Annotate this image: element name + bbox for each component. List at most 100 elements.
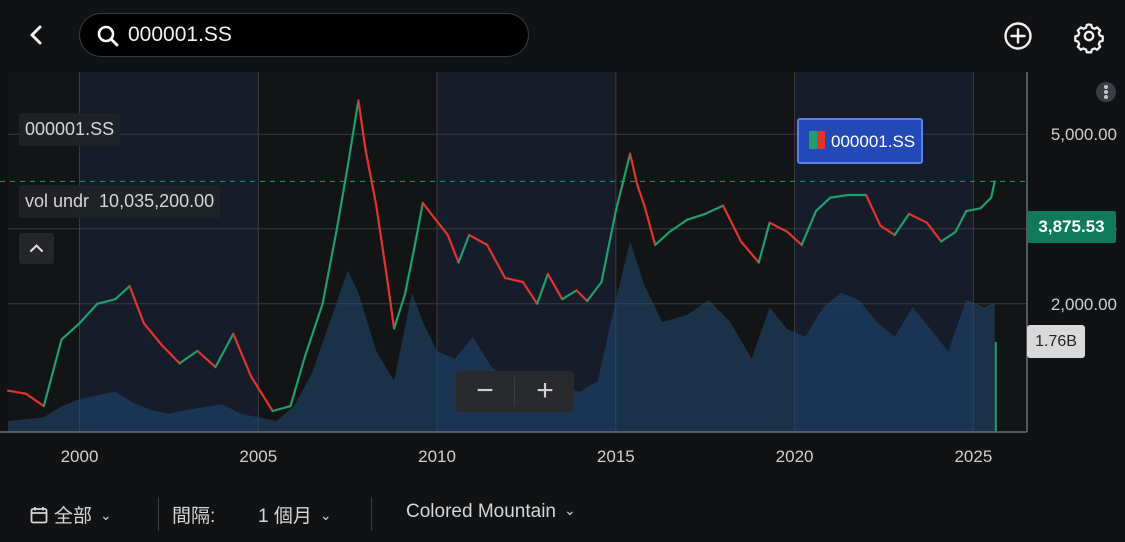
chevron-down-icon: ⌄ [563, 502, 576, 518]
price-segment [232, 332, 253, 378]
price-segment [521, 280, 539, 305]
x-tick-label: 2005 [239, 447, 277, 466]
price-segment [6, 389, 27, 395]
legend-symbol: 000001.SS [831, 132, 916, 151]
calendar-icon [30, 507, 48, 524]
price-segment [142, 322, 163, 347]
y-tick-label: 5,000.00 [1051, 125, 1117, 144]
price-segment [829, 193, 850, 199]
chevron-down-icon: ⌄ [100, 507, 112, 523]
range-selector[interactable]: 全部 ⌄ [30, 501, 112, 528]
price-segment [60, 322, 81, 341]
price-segment [561, 289, 578, 301]
price-chart[interactable]: 5,000.003,000.002,000.002000200520102015… [0, 72, 1125, 472]
price-segment [178, 349, 199, 365]
price-segment [214, 332, 235, 369]
price-segment [668, 218, 689, 233]
gear-icon[interactable] [1071, 18, 1107, 54]
price-segment [446, 233, 460, 264]
chevron-up-icon [30, 244, 43, 252]
symbol-label-text: 000001.SS [25, 119, 115, 139]
zoom-divider [514, 377, 515, 406]
price-segment [965, 207, 982, 213]
chevron-down-icon: ⌄ [319, 507, 332, 523]
chevron-left-icon[interactable] [20, 18, 54, 52]
interval-label: 間隔: [172, 506, 216, 527]
price-segment [864, 193, 882, 227]
x-tick-label: 2000 [61, 447, 99, 466]
price-segment [42, 338, 63, 408]
price-segment [925, 221, 943, 243]
price-segment [800, 210, 818, 246]
price-segment [628, 152, 639, 187]
price-segment [643, 204, 657, 246]
interval-value: 1 個月 [258, 506, 312, 527]
more-options-icon[interactable] [1096, 82, 1116, 102]
price-segment [893, 212, 911, 237]
series-legend-chip[interactable]: 000001.SS [797, 118, 923, 164]
price-segment [128, 285, 145, 325]
price-segment [335, 165, 349, 230]
price-segment [503, 276, 525, 284]
zoom-in-button[interactable]: + [536, 374, 554, 407]
price-segment [768, 221, 789, 233]
x-tick-label: 2025 [954, 447, 992, 466]
price-segment [739, 240, 760, 264]
price-segment [786, 230, 803, 246]
price-segment [393, 293, 406, 330]
toolbar-divider [371, 497, 372, 531]
price-segment [636, 183, 646, 207]
bottom-toolbar: 全部 ⌄ 間隔: 1 個月 ⌄ Colored Mountain ⌄ [0, 487, 1125, 542]
search-icon [97, 25, 119, 47]
price-segment [536, 272, 550, 305]
price-segment [721, 204, 743, 243]
price-segment [990, 180, 996, 199]
symbol-label: 000001.SS [19, 113, 121, 146]
price-segment [979, 196, 993, 210]
interval-selector[interactable]: 1 個月 ⌄ [258, 501, 332, 528]
price-segment [364, 148, 378, 207]
zoom-out-button[interactable]: − [476, 374, 494, 407]
search-field[interactable] [79, 13, 529, 57]
price-segment [654, 230, 671, 246]
collapse-button[interactable] [19, 233, 54, 264]
chart-style-selector[interactable]: Colored Mountain ⌄ [406, 501, 576, 523]
price-segment [271, 405, 292, 413]
price-segment [586, 280, 603, 303]
price-segment [421, 201, 435, 218]
price-segment [486, 243, 507, 279]
price-segment [250, 375, 274, 413]
price-segment [24, 392, 45, 408]
price-segment [432, 215, 449, 237]
price-segment [686, 212, 707, 221]
price-segment [321, 227, 338, 305]
price-segment [78, 302, 99, 325]
price-segment [954, 210, 968, 233]
price-segment [907, 212, 929, 224]
zoom-controls: − + [456, 371, 574, 412]
price-segment [704, 204, 725, 215]
price-segment [385, 276, 396, 330]
x-tick-label: 2020 [776, 447, 814, 466]
price-segment [289, 355, 306, 408]
price-segment [879, 224, 896, 237]
volume-value: 10,035,200.00 [99, 191, 215, 211]
y-tick-label: 2,000.00 [1051, 295, 1117, 314]
price-segment [546, 272, 564, 301]
range-label: 全部 [54, 506, 93, 527]
price-segment [114, 285, 131, 301]
price-segment [940, 230, 957, 243]
search-input[interactable] [128, 20, 508, 50]
plus-circle-icon[interactable] [1000, 18, 1036, 54]
volume-area [8, 241, 995, 432]
price-segment [614, 152, 632, 213]
chart-area[interactable]: 5,000.003,000.002,000.002000200520102015… [0, 72, 1125, 472]
price-segment [414, 201, 424, 243]
price-segment [346, 99, 360, 168]
price-segment [303, 302, 324, 359]
last-volume-tag: 1.76B [1027, 325, 1085, 358]
price-segment [96, 298, 117, 305]
x-tick-label: 2015 [597, 447, 635, 466]
toolbar-divider [158, 497, 159, 531]
price-segment [403, 240, 417, 296]
